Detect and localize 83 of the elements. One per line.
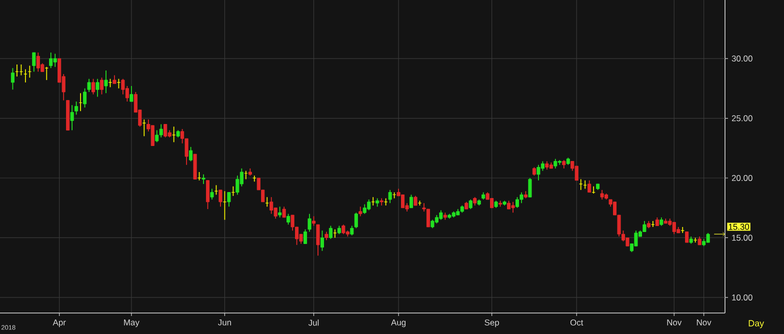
text: 15.30 (728, 224, 750, 230)
candlestick (554, 158, 558, 169)
candlestick (36, 52, 40, 72)
candlestick (388, 189, 392, 204)
y-tick-label: 20.00 (732, 175, 752, 181)
candlestick (706, 232, 710, 243)
text: Day (748, 320, 764, 328)
candlestick (588, 180, 592, 193)
x-tick-label: May (124, 320, 140, 328)
candlestick (680, 226, 684, 234)
candlestick (96, 78, 100, 98)
candlestick (49, 52, 53, 69)
candlestick (520, 192, 524, 204)
candlestick (227, 192, 231, 208)
candlestick (150, 124, 154, 146)
candlestick (362, 204, 366, 214)
candlestick (210, 188, 214, 200)
candlestick (24, 68, 28, 83)
candlestick (83, 88, 87, 108)
candlestick (92, 78, 96, 95)
candlestick (600, 189, 604, 200)
x-tick-label: Apr (52, 320, 66, 328)
candlestick (278, 206, 282, 218)
y-tick-label: 25.00 (732, 115, 752, 122)
candlestick (426, 208, 430, 228)
candlestick (540, 160, 544, 172)
x-tick-label: Jun (218, 320, 231, 326)
candlestick (579, 178, 583, 190)
candlestick (536, 164, 540, 181)
candlestick (439, 210, 443, 220)
y-tick-label: 30.00 (732, 56, 752, 62)
candlestick (468, 199, 472, 210)
candlestick (87, 78, 91, 92)
candlestick (206, 180, 210, 210)
candlestick (74, 101, 78, 116)
candlestick (308, 213, 312, 232)
candlestick (409, 194, 414, 208)
candlestick (252, 175, 256, 182)
candlestick (312, 216, 316, 226)
x-tick-label: Jul (308, 320, 319, 326)
x-tick-label: Sep (484, 320, 499, 328)
candlestick (100, 77, 104, 95)
candlestick (286, 213, 290, 226)
candlestick (159, 124, 163, 138)
candlestick (350, 225, 354, 236)
candlestick (303, 228, 308, 244)
candlestick (333, 228, 337, 238)
candlestick (172, 126, 176, 143)
y-tick-label: 10.00 (732, 294, 752, 300)
candlestick (320, 230, 324, 252)
candlestick (316, 224, 320, 256)
candlestick (32, 52, 36, 72)
candlestick (367, 199, 371, 211)
candlestick (104, 70, 108, 94)
candlestick (218, 189, 222, 208)
candlestick (142, 119, 146, 137)
candlestick (511, 201, 515, 214)
x-tick-label: Oct (570, 320, 584, 326)
candlestick (342, 224, 346, 235)
candlestick (270, 196, 274, 214)
candlestick (164, 124, 168, 138)
y-tick-label: 15.00 (732, 234, 752, 241)
candlestick (328, 225, 332, 240)
candlestick (282, 206, 286, 218)
candlestick (70, 104, 74, 131)
candlestick (130, 86, 134, 102)
candlestick (116, 78, 120, 89)
candlestick (189, 146, 193, 162)
candlestick (515, 196, 520, 208)
candlestick (414, 195, 418, 206)
candlestick (202, 174, 206, 184)
x-tick-label: Aug (391, 320, 406, 328)
x-tick-label: Nov (667, 320, 682, 326)
x-tick-label: Nov (696, 320, 712, 326)
candlestick (634, 230, 638, 247)
candlestick (53, 53, 57, 68)
candlestick (685, 232, 689, 243)
candlestick (10, 68, 14, 90)
candlestick (354, 212, 358, 229)
candlestick (155, 130, 159, 143)
candlestick (672, 222, 676, 235)
candlestick (358, 206, 362, 217)
candlestick (528, 178, 532, 198)
